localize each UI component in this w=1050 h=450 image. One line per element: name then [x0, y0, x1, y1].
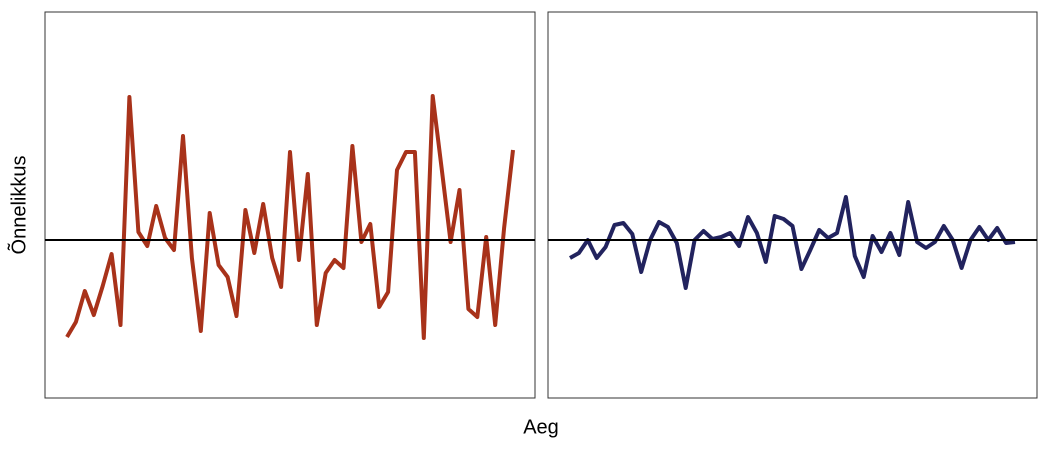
- line-series: [65, 94, 515, 340]
- panel: [547, 11, 1038, 399]
- x-axis-label: Aeg: [523, 416, 559, 438]
- line-series: [569, 195, 1016, 290]
- y-axis-label: Õnnelikkus: [6, 156, 30, 255]
- panel: [44, 11, 536, 399]
